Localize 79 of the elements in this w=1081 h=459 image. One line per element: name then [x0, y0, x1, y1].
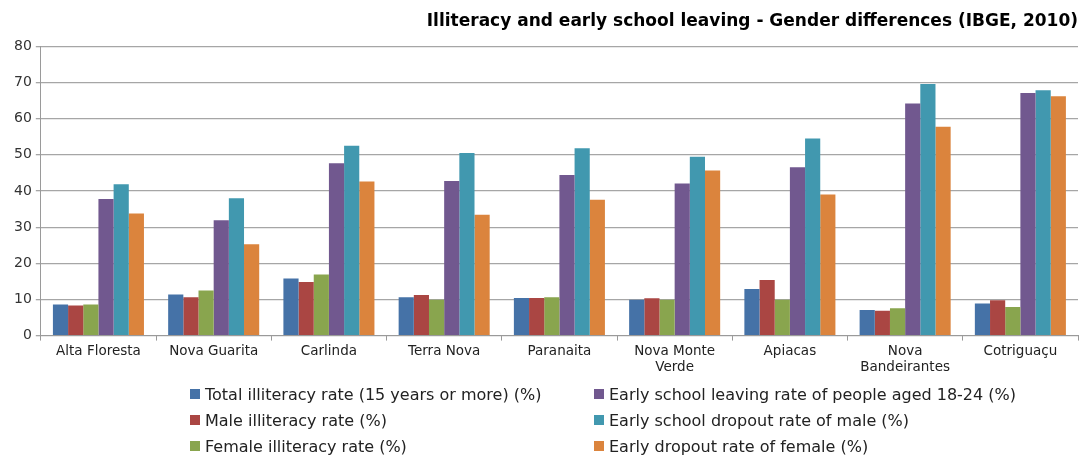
- y-tick-label: 80: [13, 37, 32, 54]
- x-tick-label: Nova Guarita: [169, 342, 259, 359]
- bar: [283, 278, 299, 335]
- bar: [83, 304, 99, 335]
- x-tick-label: Cotriguaçu: [983, 342, 1058, 359]
- bar: [244, 244, 260, 335]
- legend-label: Total illiteracy rate (15 years or more) (%): [205, 384, 542, 404]
- bar: [629, 299, 645, 335]
- legend-label: Early school leaving rate of people aged 18-24 (%): [609, 384, 1016, 404]
- bar: [805, 138, 821, 335]
- y-tick-label: 50: [13, 145, 32, 162]
- legend-label: Early dropout rate of female (%): [609, 436, 869, 456]
- bar: [529, 298, 545, 335]
- bar: [52, 304, 69, 335]
- legend-label: Male illiteracy rate (%): [205, 410, 387, 430]
- y-tick-label: 60: [13, 109, 32, 126]
- bar: [213, 220, 229, 335]
- bar: [559, 175, 575, 335]
- bar: [859, 309, 875, 335]
- x-tick-label: Carlinda: [300, 342, 357, 359]
- bar: [183, 297, 199, 335]
- bar: [659, 299, 675, 335]
- bar: [759, 279, 775, 335]
- bar: [774, 299, 790, 335]
- y-tick-label: 10: [13, 290, 32, 307]
- bar: [344, 145, 360, 335]
- bar: [413, 295, 429, 335]
- bar: [544, 297, 560, 335]
- bar: [459, 153, 475, 335]
- chart-title: Illiteracy and early school leaving - Gender differences (IBGE, 2010): [426, 9, 1078, 30]
- x-tick-label: Nova Monte Verde: [634, 342, 716, 375]
- bar: [920, 84, 936, 335]
- bar: [113, 184, 129, 335]
- bar: [1050, 96, 1066, 335]
- bar: [398, 297, 414, 335]
- bar: [98, 198, 114, 335]
- bar: [889, 308, 906, 335]
- bar: [574, 148, 590, 335]
- bar: [820, 194, 836, 335]
- bar: [428, 299, 445, 335]
- bar: [1005, 307, 1021, 335]
- bar: [474, 214, 490, 335]
- bar: [689, 156, 705, 335]
- bar: [128, 213, 144, 335]
- bar: [328, 163, 345, 335]
- bar: [874, 310, 890, 335]
- bar: [905, 103, 921, 335]
- bar: [228, 198, 245, 335]
- legend-label: Early school dropout rate of male (%): [609, 410, 910, 430]
- bar: [168, 294, 184, 335]
- bar: [744, 288, 760, 335]
- bar: [705, 170, 721, 335]
- x-tick-label: Paranaita: [527, 342, 592, 359]
- bar: [444, 180, 460, 335]
- bar: [68, 305, 84, 335]
- bar: [1020, 93, 1036, 335]
- bar: [1035, 90, 1051, 335]
- bar: [674, 183, 690, 335]
- bar: [789, 167, 806, 335]
- bar: [298, 282, 314, 335]
- y-tick-label: 0: [22, 326, 32, 343]
- x-tick-label: Alta Floresta: [56, 342, 141, 359]
- x-tick-label: Terra Nova: [407, 342, 481, 359]
- y-tick-label: 70: [13, 73, 32, 90]
- y-tick-label: 20: [13, 253, 32, 270]
- bar: [589, 199, 605, 335]
- bar: [313, 274, 329, 335]
- y-tick-label: 30: [13, 217, 32, 234]
- bar: [359, 181, 375, 335]
- x-tick-label: Nova Bandeirantes: [860, 342, 950, 375]
- bar: [513, 298, 530, 335]
- legend-label: Female illiteracy rate (%): [205, 436, 407, 456]
- bar: [935, 126, 951, 335]
- y-tick-label: 40: [13, 181, 32, 198]
- bar: [198, 290, 214, 335]
- bar: [644, 298, 660, 335]
- bar: [974, 303, 991, 335]
- x-tick-label: Apiacas: [763, 342, 817, 359]
- bar: [990, 300, 1006, 335]
